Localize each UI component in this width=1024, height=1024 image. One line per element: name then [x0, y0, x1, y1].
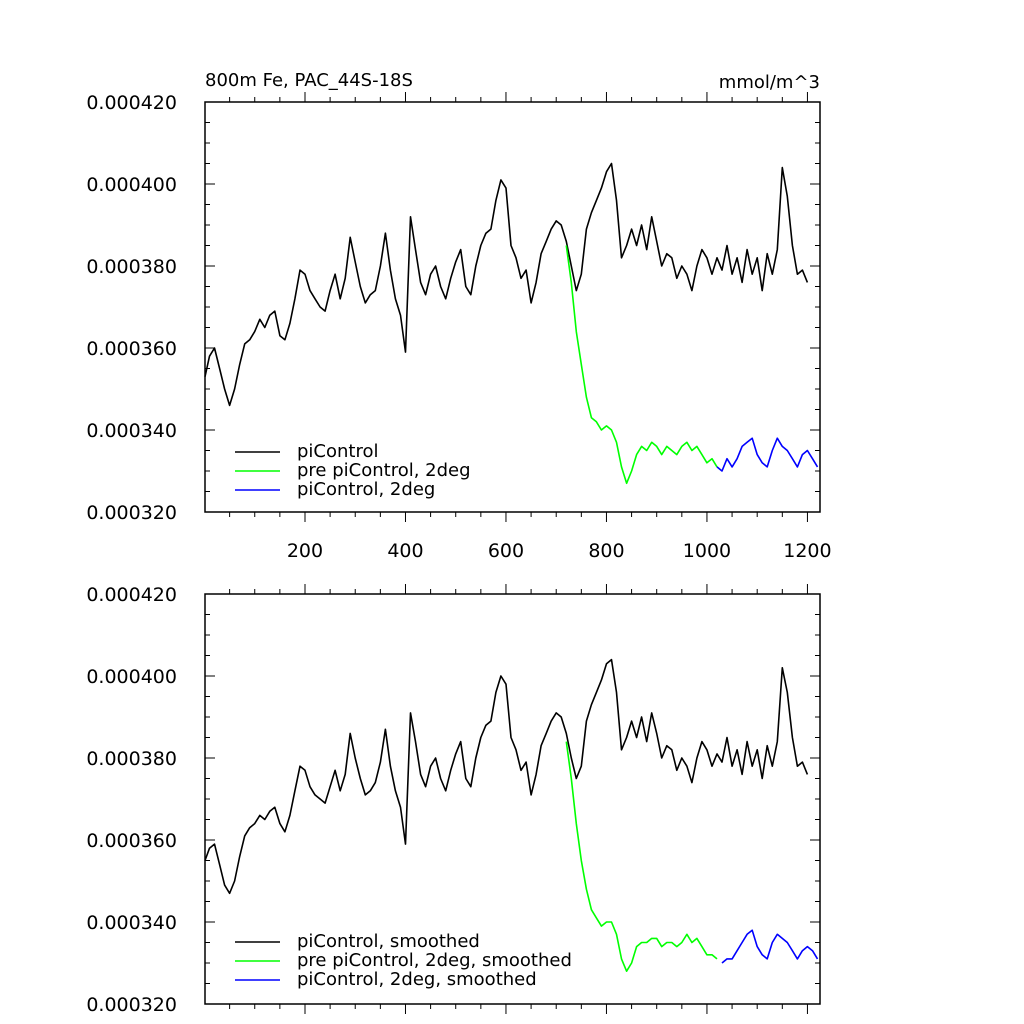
- chart-title: 800m Fe, PAC_44S-18S: [205, 70, 413, 91]
- series-line-green: [565, 245, 718, 485]
- bottom-y-tick-labels: 0.000420 0.000400 0.000380 0.000360 0.00…: [86, 584, 177, 1016]
- y-tick-label: 0.000400: [86, 666, 177, 688]
- y-tick-label: 0.000340: [86, 912, 177, 934]
- x-tick-label: 200: [287, 540, 323, 562]
- x-tick-label: 400: [387, 540, 423, 562]
- series-line-black: [204, 162, 809, 407]
- top-x-tick-labels: 200 400 600 800 1000 1200: [287, 540, 832, 562]
- top-axis-ticks: [205, 92, 820, 522]
- legend-entry: piControl, 2deg: [297, 479, 435, 500]
- y-tick-label: 0.000360: [86, 830, 177, 852]
- y-tick-label: 0.000320: [86, 994, 177, 1016]
- top-plot-frame: [204, 101, 821, 513]
- x-tick-label: 1000: [683, 540, 731, 562]
- units-label: mmol/m^3: [719, 72, 820, 93]
- y-tick-label: 0.000420: [86, 584, 177, 606]
- y-tick-label: 0.000380: [86, 256, 177, 278]
- series-line-green: [565, 741, 718, 973]
- y-tick-label: 0.000360: [86, 338, 177, 360]
- y-tick-label: 0.000380: [86, 748, 177, 770]
- legend-entry: piControl, 2deg, smoothed: [297, 969, 537, 990]
- y-tick-label: 0.000420: [86, 92, 177, 114]
- y-tick-label: 0.000340: [86, 420, 177, 442]
- y-tick-label: 0.000320: [86, 502, 177, 524]
- top-legend: piControl pre piControl, 2deg piControl,…: [235, 441, 471, 500]
- legend-entry: pre piControl, 2deg, smoothed: [297, 950, 572, 971]
- series-line-blue: [721, 929, 819, 964]
- bottom-series-group: [204, 658, 819, 973]
- legend-entry: pre piControl, 2deg: [297, 460, 471, 481]
- bottom-axis-ticks: [205, 584, 820, 1014]
- series-line-black: [204, 658, 809, 895]
- y-tick-label: 0.000400: [86, 174, 177, 196]
- bottom-plot-frame: [204, 593, 821, 1005]
- top-series-group: [204, 162, 819, 485]
- legend-entry: piControl, smoothed: [297, 931, 480, 952]
- x-tick-label: 1200: [783, 540, 831, 562]
- legend-entry: piControl: [297, 441, 379, 462]
- x-tick-label: 800: [588, 540, 624, 562]
- top-y-tick-labels: 0.000420 0.000400 0.000380 0.000360 0.00…: [86, 92, 177, 524]
- series-line-blue: [716, 437, 819, 472]
- x-tick-label: 600: [488, 540, 524, 562]
- bottom-legend: piControl, smoothed pre piControl, 2deg,…: [235, 931, 572, 990]
- top-panel: 0.000420 0.000400 0.000380 0.000360 0.00…: [86, 92, 832, 562]
- bottom-panel: 0.000420 0.000400 0.000380 0.000360 0.00…: [86, 584, 821, 1016]
